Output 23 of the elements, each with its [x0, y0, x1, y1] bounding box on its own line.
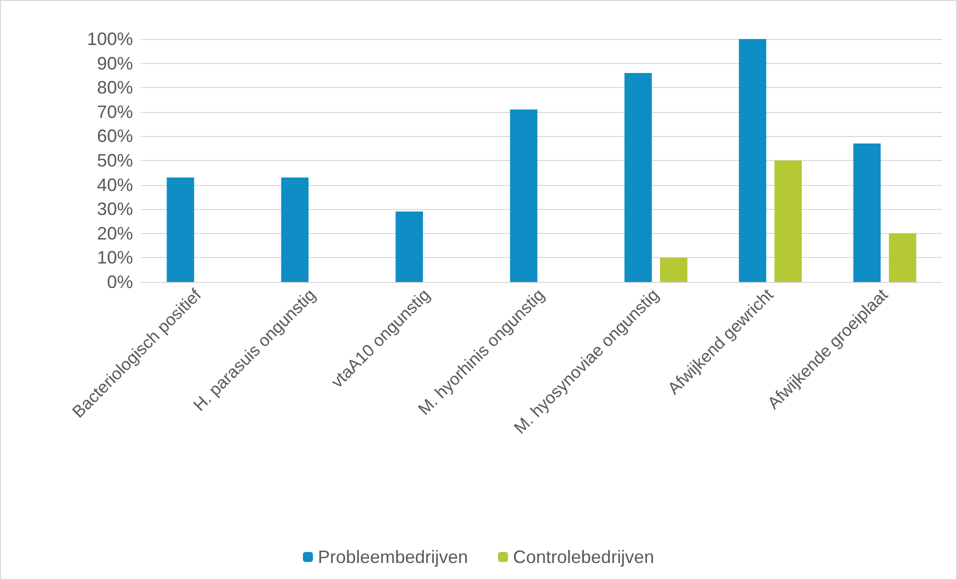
bar — [738, 39, 766, 282]
y-tick-label: 100% — [86, 29, 133, 49]
y-tick-label: 60% — [96, 126, 133, 146]
bar — [624, 73, 652, 282]
bar — [281, 178, 309, 282]
y-tick-label: 30% — [96, 199, 133, 220]
bar — [166, 178, 194, 282]
y-tick-label: 70% — [96, 102, 133, 122]
y-tick-label: 50% — [96, 150, 133, 170]
y-tick-label: 90% — [96, 53, 133, 74]
y-tick-label: 40% — [96, 174, 133, 195]
y-tick-label: 80% — [96, 78, 133, 98]
bar — [510, 109, 538, 282]
bar — [888, 233, 916, 282]
y-tick-label: 10% — [96, 248, 133, 268]
bar — [774, 160, 802, 282]
bar — [853, 143, 881, 282]
y-tick-label: 20% — [96, 223, 133, 244]
y-tick-label: 0% — [106, 272, 133, 292]
legend-label: Probleembedrijven — [318, 547, 468, 567]
legend-label: Controlebedrijven — [513, 547, 654, 567]
bar — [396, 212, 423, 282]
bar — [660, 258, 688, 282]
